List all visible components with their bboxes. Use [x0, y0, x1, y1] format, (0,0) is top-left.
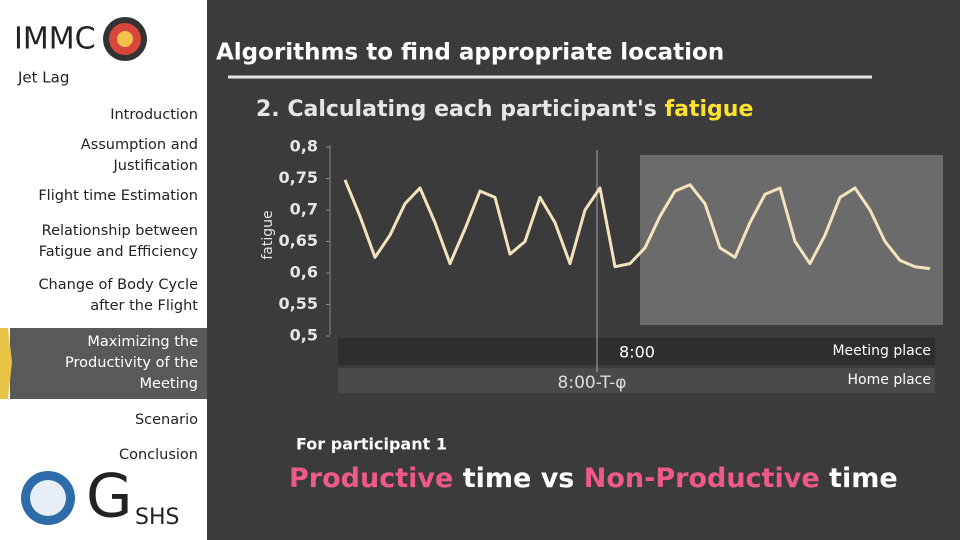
nav-item: Change of Body Cycle: [38, 277, 198, 293]
meeting-place: Meeting place: [832, 343, 931, 359]
non-productive: Non-Productive: [584, 463, 820, 494]
word: vs: [541, 463, 575, 494]
home-place: Home place: [848, 372, 931, 388]
topic: Jet Lag: [17, 69, 69, 87]
school-initial: G: [86, 462, 133, 532]
nav-item: Relationship between: [42, 223, 198, 239]
nav-item: Flight time Estimation: [38, 188, 198, 204]
nav-item: Productivity of the: [65, 355, 198, 371]
y-tick-label: 0,7: [290, 200, 318, 219]
active-marker: [0, 328, 12, 399]
word: time: [829, 463, 898, 494]
nav-item: after the Flight: [90, 298, 198, 314]
productive: Productive: [289, 463, 453, 494]
sidebar-bg: [0, 0, 207, 540]
home-time: 8:00-T-φ: [558, 373, 627, 393]
section-text: 2. Calculating each participant's: [256, 97, 657, 122]
y-tick-label: 0,65: [279, 231, 318, 250]
footer-note: For participant 1: [296, 435, 447, 454]
y-tick-label: 0,55: [279, 294, 318, 313]
shaded-period: [640, 155, 943, 325]
school-name: SHS: [135, 505, 179, 530]
y-tick-label: 0,5: [290, 326, 318, 345]
active-item-bg: [10, 328, 207, 399]
school-logo-inner: [30, 480, 66, 516]
y-tick-label: 0,8: [290, 137, 318, 156]
nav-item: Introduction: [110, 107, 198, 123]
nav-item: Maximizing the: [87, 334, 198, 350]
nav-item: Conclusion: [119, 447, 198, 463]
home-bar: [338, 368, 935, 393]
footer-headline: Productive time vs Non-Productive time: [289, 463, 898, 494]
meeting-time: 8:00: [619, 343, 655, 362]
section-title: 2. Calculating each participant's fatigu…: [256, 97, 753, 122]
nav-item: Justification: [112, 158, 198, 174]
meeting-bar: [338, 338, 935, 365]
nav-item: Meeting: [140, 376, 198, 392]
nav-item: Scenario: [135, 412, 198, 428]
nav-item: Fatigue and Efficiency: [39, 244, 199, 260]
brand: IMMC: [14, 22, 96, 57]
word: time: [463, 463, 532, 494]
y-tick-label: 0,75: [279, 168, 318, 187]
y-axis-label: fatigue: [260, 210, 276, 259]
y-tick-label: 0,6: [290, 263, 318, 282]
slide-title: Algorithms to find appropriate location: [216, 40, 724, 66]
section-highlight: fatigue: [665, 97, 754, 122]
logo-core: [117, 31, 133, 47]
nav-item: Assumption and: [81, 137, 198, 153]
fatigue-line: [343, 179, 931, 271]
